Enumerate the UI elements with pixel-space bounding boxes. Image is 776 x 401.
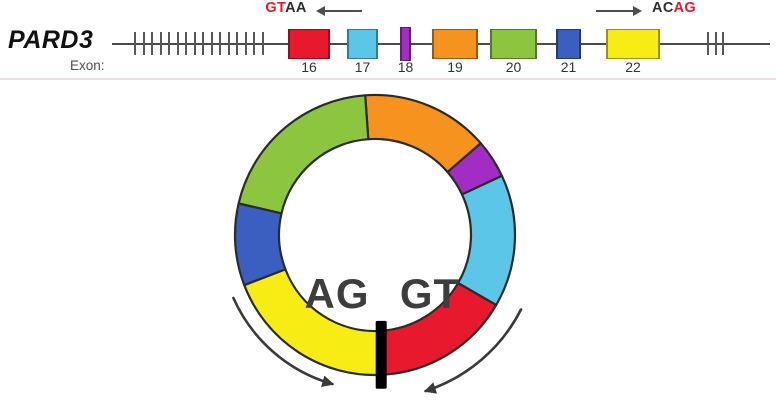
acceptor-motif-rest: AC	[652, 0, 674, 16]
exon-box-16	[288, 29, 330, 59]
gene-diagram-panel: PARD3 16 17 18 19 20 21 22 GTAA ACAG Exon:	[0, 0, 776, 80]
exon-tick	[142, 32, 145, 55]
donor-motif-rest: AA	[285, 0, 307, 16]
exon-tick	[707, 32, 710, 55]
exon-box-21	[556, 29, 581, 59]
exon-tick	[236, 32, 239, 55]
acceptor-motif-label: ACAG	[644, 0, 704, 16]
circrna-ring	[233, 93, 517, 377]
exon-number-label: 22	[625, 59, 641, 75]
splice-donor-label: GT	[400, 270, 460, 317]
exon-tick	[261, 32, 264, 55]
exon-box-18	[400, 27, 411, 61]
exon-number-label: 20	[505, 59, 522, 75]
exon-box-22	[606, 29, 660, 59]
exon-tick	[168, 32, 171, 55]
acceptor-motif-highlight: AG	[673, 0, 696, 16]
exon-number-label: 16	[301, 59, 317, 75]
exon-tick	[244, 32, 247, 55]
exon-tick	[159, 32, 162, 55]
exon-box-20	[490, 29, 537, 59]
exon-tick	[210, 32, 213, 55]
exon-number-label: 21	[560, 59, 577, 75]
circularization-arrow-right-icon	[423, 308, 523, 394]
exon-number-label: 19	[447, 59, 463, 75]
circrna-diagram: AG GT	[232, 93, 523, 394]
backsplice-junction-bar	[375, 320, 387, 389]
reverse-primer-arrow-icon	[316, 6, 362, 16]
exon-tick	[193, 32, 196, 55]
ring-segment-exon-20	[237, 94, 370, 215]
exon-tick	[151, 32, 154, 55]
exon-tick	[219, 32, 222, 55]
ring-segment-exon-17	[457, 174, 517, 307]
gene-name-label: PARD3	[8, 26, 94, 54]
exon-tick	[185, 32, 188, 55]
exon-tick	[253, 32, 256, 55]
exon-number-label: 18	[397, 59, 414, 75]
exon-tick	[134, 32, 137, 55]
circularization-arrow-left-icon	[232, 296, 335, 388]
panel-divider	[0, 78, 776, 80]
exon-row-label: Exon:	[70, 58, 105, 73]
donor-motif-label: GTAA	[256, 0, 316, 16]
exon-box-17	[347, 29, 378, 59]
forward-primer-arrow-icon	[596, 6, 642, 16]
exon-box-19	[432, 29, 478, 59]
exon-tick	[202, 32, 205, 55]
donor-motif-highlight: GT	[265, 0, 286, 16]
exon-tick	[227, 32, 230, 55]
exon-tick	[176, 32, 179, 55]
exon-number-label: 17	[354, 59, 371, 75]
exon-tick	[722, 32, 725, 55]
splice-acceptor-label: AG	[305, 270, 370, 317]
exon-tick	[714, 32, 717, 55]
